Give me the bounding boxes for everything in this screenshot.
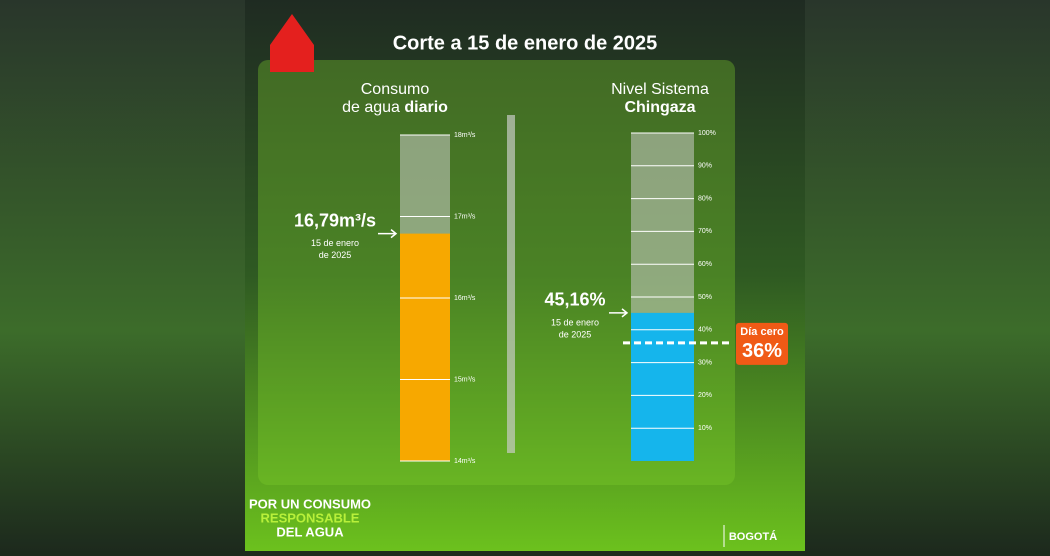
slogan: RESPONSABLE — [261, 510, 360, 525]
tick-label: 80% — [698, 195, 712, 202]
tick-label: 60% — [698, 261, 712, 268]
threshold-badge — [736, 322, 788, 365]
threshold-label: Día cero — [740, 326, 784, 338]
tick-label: 15m³/s — [454, 376, 476, 383]
date-label: de 2025 — [319, 250, 352, 260]
tick-label: 30% — [698, 359, 712, 366]
gauge-title-bold: diario — [404, 99, 448, 116]
gauge-title: de agua diario — [342, 99, 448, 116]
slogan: POR UN CONSUMO — [249, 496, 371, 511]
tick-label: 90% — [698, 163, 712, 170]
panel — [245, 0, 805, 551]
title: Corte a 15 de enero de 2025 — [393, 32, 658, 54]
pointer — [378, 229, 398, 239]
gauge-title-part: de agua — [342, 99, 404, 116]
inner-panel — [258, 60, 735, 485]
logo-badge — [270, 14, 314, 72]
tick-label: 100% — [698, 130, 716, 137]
tick-label: 70% — [698, 228, 712, 235]
tick-label: 18m³/s — [454, 132, 476, 139]
tick-label: 50% — [698, 294, 712, 301]
gauge-fill — [400, 233, 450, 461]
tick-label: 10% — [698, 425, 712, 432]
slogan: DEL AGUA — [276, 524, 344, 539]
gauge-title: Chingaza — [624, 99, 695, 116]
gauge-title-bold: Chingaza — [624, 99, 695, 116]
gauge-title: Nivel Sistema — [611, 81, 709, 98]
tick-label: 16m³/s — [454, 295, 476, 302]
brand: BOGOTÁ — [729, 530, 777, 543]
tick-label: 40% — [698, 327, 712, 334]
tick-label: 17m³/s — [454, 213, 476, 220]
date-label: de 2025 — [559, 329, 592, 339]
gauge-fill — [631, 312, 694, 461]
date-label: 15 de enero — [311, 238, 359, 248]
pointer — [609, 308, 629, 318]
value-label: 45,16% — [544, 290, 605, 310]
divider — [507, 115, 515, 453]
threshold-value: 36% — [742, 340, 782, 362]
value-label: 16,79m³/s — [294, 210, 376, 230]
gauge-title: Consumo — [361, 81, 430, 98]
date-label: 15 de enero — [551, 317, 599, 327]
tick-label: 14m³/s — [454, 458, 476, 465]
footer: POR UN CONSUMO RESPONSABLE DEL AGUA BOGO… — [249, 496, 777, 547]
tick-label: 20% — [698, 392, 712, 399]
